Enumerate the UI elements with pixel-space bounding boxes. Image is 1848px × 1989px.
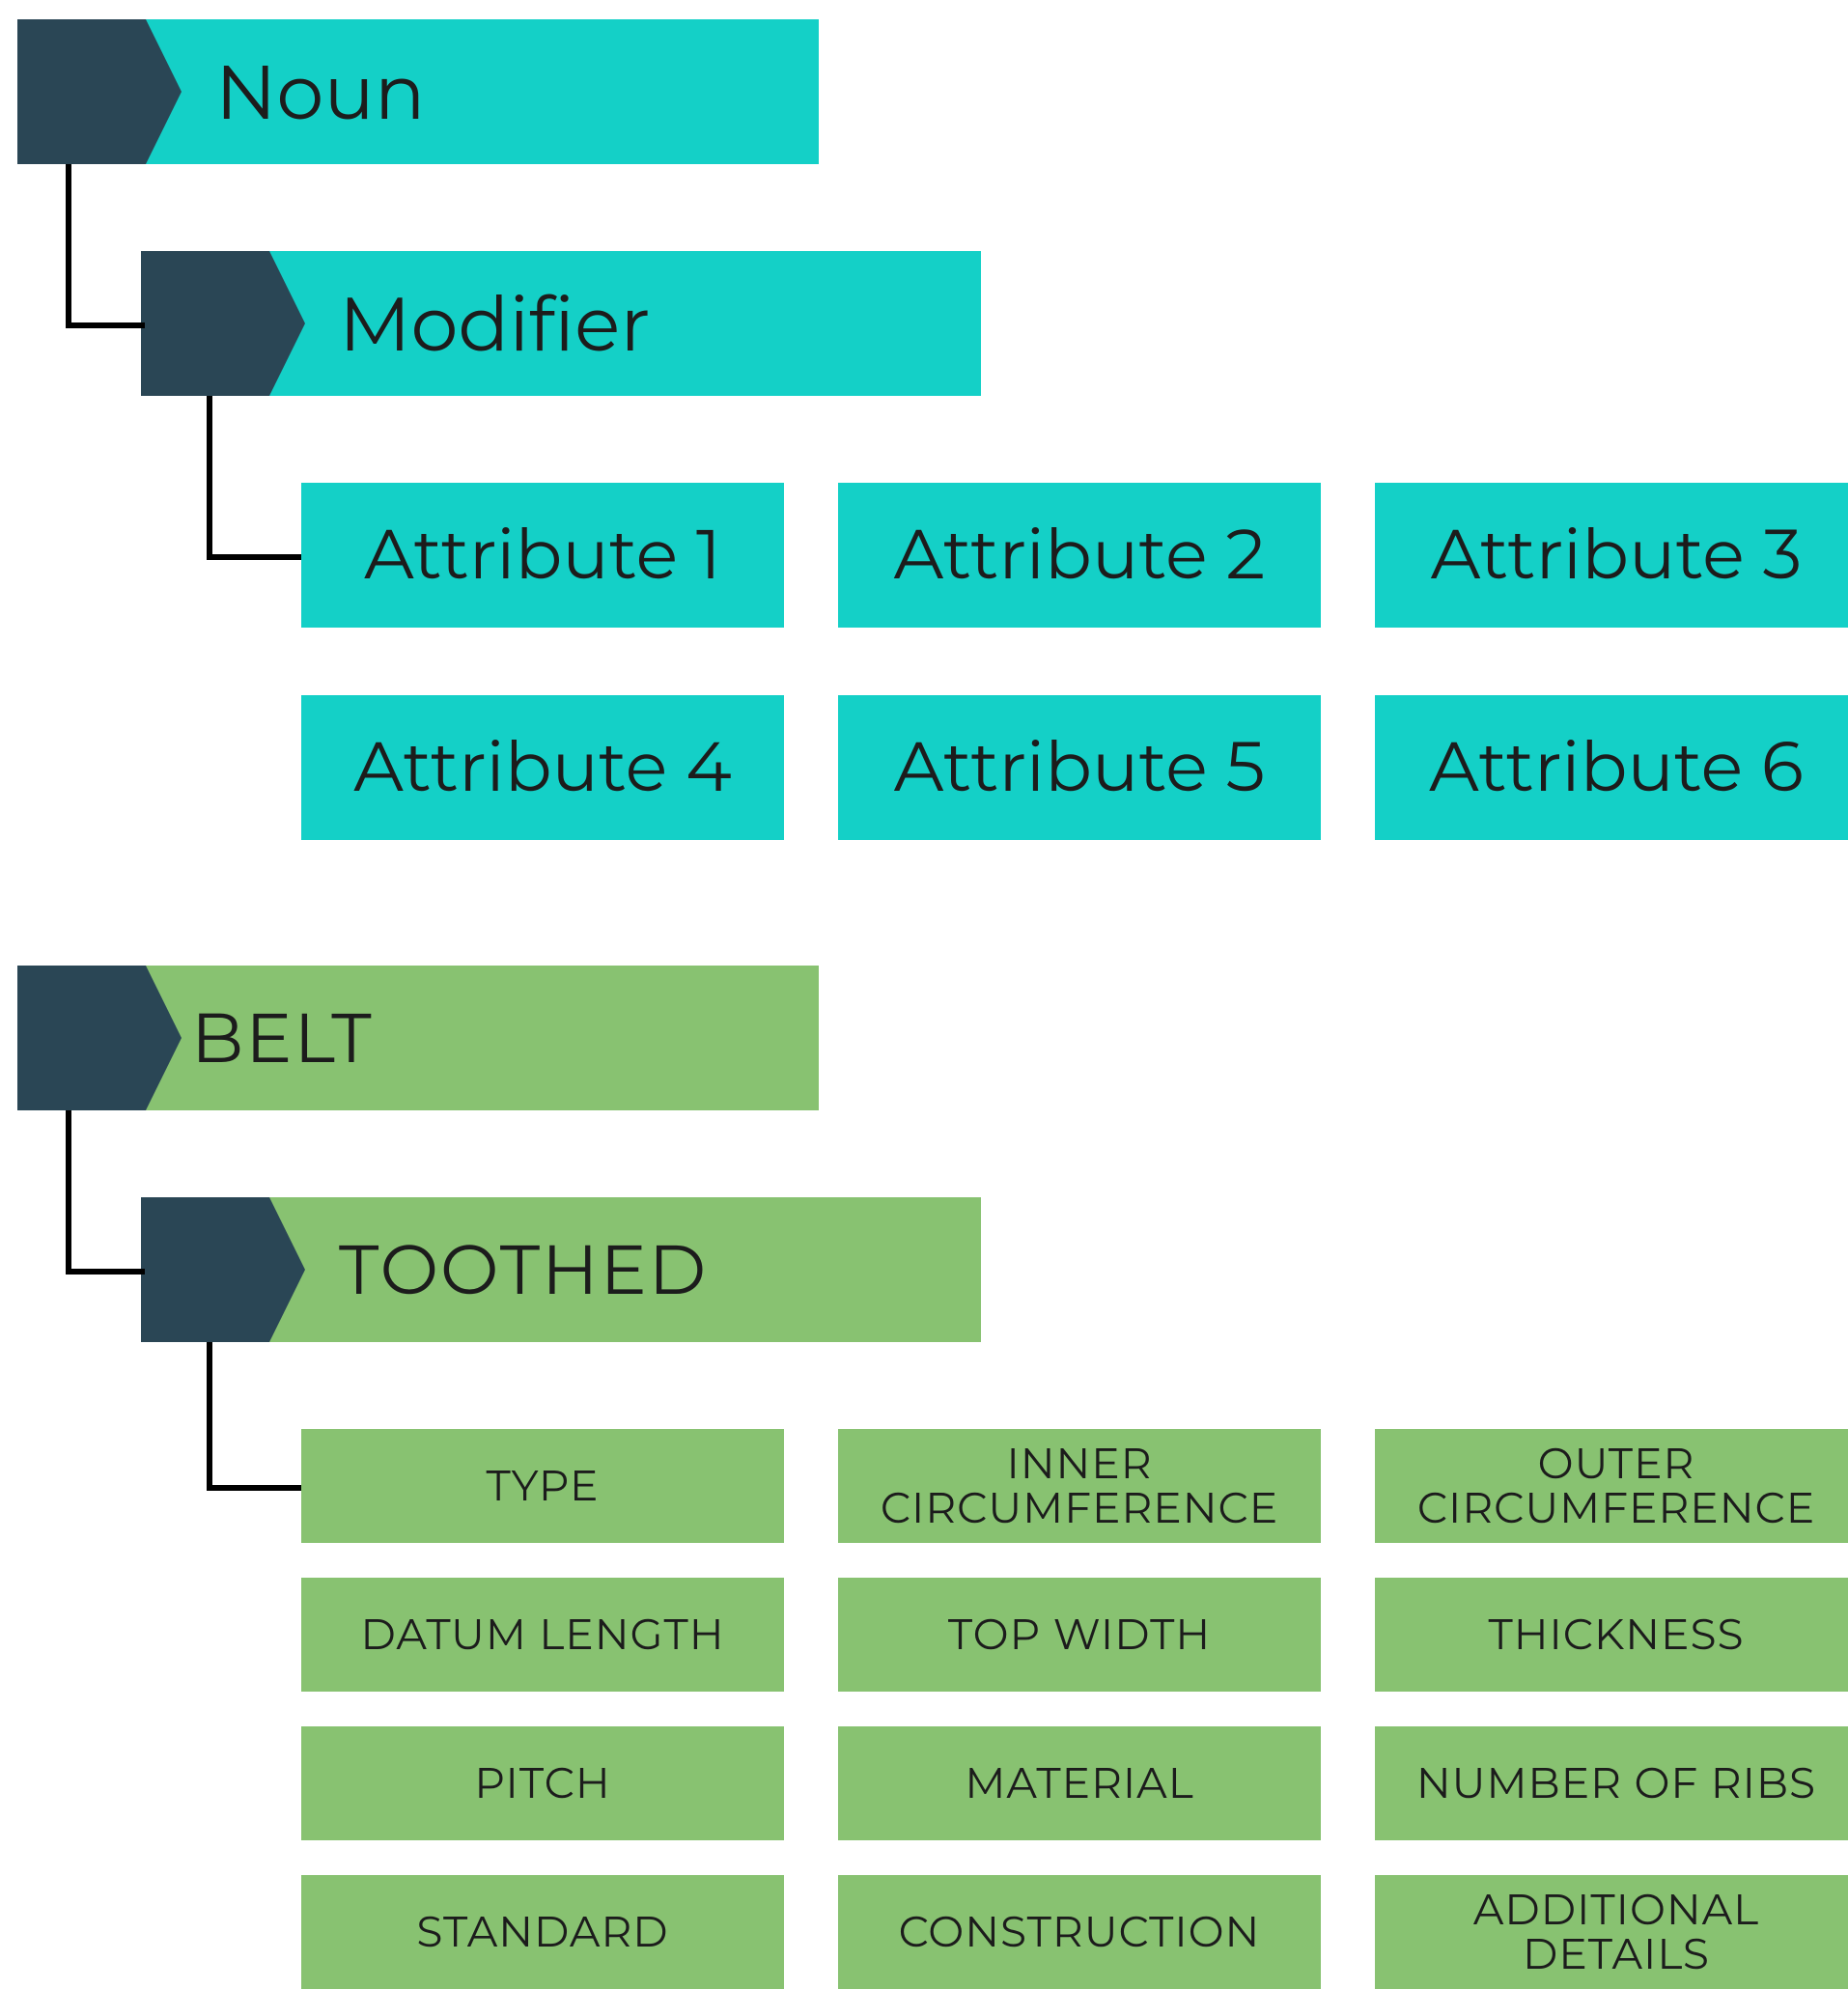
group_a-noun-box: Noun [17, 19, 819, 164]
group_b-attribute-box: OUTER CIRCUMFERENCE [1375, 1429, 1848, 1543]
group_b-attribute-box: CONSTRUCTION [838, 1875, 1321, 1989]
group_a-attribute-box: Attribute 6 [1375, 695, 1848, 840]
group_b-attribute-box: PITCH [301, 1726, 784, 1840]
group_b-attribute-box: STANDARD [301, 1875, 784, 1989]
group_a-noun-label: Noun [17, 19, 1017, 164]
group_b-attribute-box: TYPE [301, 1429, 784, 1543]
group_b-attribute-box: MATERIAL [838, 1726, 1321, 1840]
group_b-attribute-box: DATUM LENGTH [301, 1578, 784, 1692]
group_b-attribute-box: INNER CIRCUMFERENCE [838, 1429, 1321, 1543]
group_a-attribute-box: Attribute 3 [1375, 483, 1848, 628]
group_b-attribute-box: NUMBER OF RIBS [1375, 1726, 1848, 1840]
group_b-noun-box: BELT [17, 966, 819, 1110]
group_a-connector-noun-h [66, 322, 145, 328]
group_b-noun-label: BELT [17, 966, 993, 1110]
group_a-attribute-box: Attribute 2 [838, 483, 1321, 628]
group_a-connector-mod-v [207, 396, 212, 560]
group_a-attribute-box: Attribute 4 [301, 695, 784, 840]
group_a-attribute-box: Attribute 1 [301, 483, 784, 628]
group_b-attribute-box: THICKNESS [1375, 1578, 1848, 1692]
group_b-attribute-box: ADDITIONAL DETAILS [1375, 1875, 1848, 1989]
group_b-connector-mod-v [207, 1342, 212, 1491]
group_b-attribute-box: TOP WIDTH [838, 1578, 1321, 1692]
group_b-modifier-box: TOOTHED [141, 1197, 981, 1342]
group_a-modifier-box: Modifier [141, 251, 981, 396]
group_b-connector-mod-h [207, 1485, 305, 1491]
group_b-connector-noun-v [66, 1110, 71, 1275]
group_b-modifier-label: TOOTHED [141, 1197, 1179, 1342]
group_b-connector-noun-h [66, 1269, 145, 1275]
group_a-attribute-box: Attribute 5 [838, 695, 1321, 840]
group_a-connector-noun-v [66, 164, 71, 328]
group_a-connector-mod-h [207, 554, 305, 560]
group_a-modifier-label: Modifier [141, 251, 1179, 396]
